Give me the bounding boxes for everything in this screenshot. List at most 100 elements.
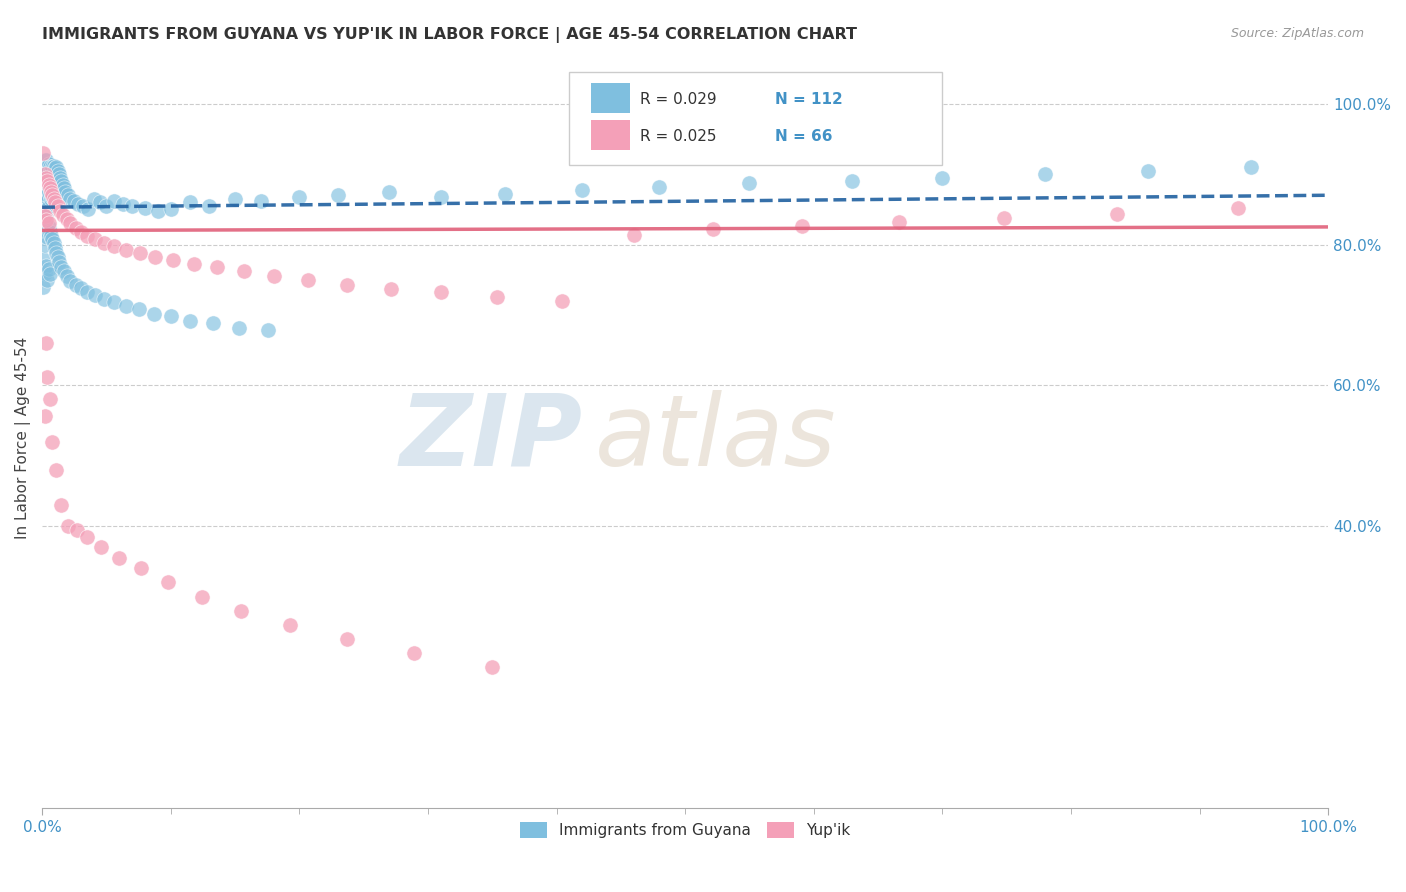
Point [34,167,56,181]
Point [378,185,401,199]
Point [67,196,90,211]
Point [486,290,509,304]
Point [179,195,201,210]
Point [45,246,67,260]
Point [59,216,82,230]
Point [38,185,60,199]
Text: N = 66: N = 66 [775,129,832,144]
Point [38,267,60,281]
Point [46,250,69,264]
Point [45,463,67,477]
Point [336,277,359,292]
Point [841,174,863,188]
FancyBboxPatch shape [592,83,630,113]
Point [76,285,98,300]
Point [623,227,645,242]
Point [37,370,59,384]
Text: Source: ZipAtlas.com: Source: ZipAtlas.com [1230,27,1364,40]
Point [32,206,55,220]
Point [1137,163,1160,178]
Point [32,195,55,210]
Point [52,208,75,222]
Point [83,288,105,302]
Point [32,181,55,195]
Point [46,163,69,178]
Point [69,225,91,239]
Point [35,210,58,224]
Point [63,194,86,208]
Point [34,210,56,224]
Point [1227,201,1250,215]
Point [38,170,60,185]
Point [37,188,59,202]
Point [233,264,256,278]
Point [114,243,136,257]
Point [159,202,181,217]
Point [550,293,572,308]
Point [1107,206,1129,220]
Point [121,199,143,213]
Point [35,167,58,181]
Point [48,167,70,181]
Point [157,575,180,590]
Point [39,178,62,192]
Point [42,178,65,192]
Point [83,232,105,246]
Point [46,199,69,213]
Point [887,215,910,229]
Point [44,195,66,210]
Point [494,186,516,201]
Text: IMMIGRANTS FROM GUYANA VS YUP'IK IN LABOR FORCE | AGE 45-54 CORRELATION CHART: IMMIGRANTS FROM GUYANA VS YUP'IK IN LABO… [42,27,858,43]
Text: N = 112: N = 112 [775,92,842,107]
Point [1033,167,1056,181]
Point [39,229,62,244]
Point [143,250,166,264]
Point [34,181,56,195]
Point [44,179,66,194]
Point [65,278,87,293]
Point [34,409,56,424]
Point [59,192,82,206]
Y-axis label: In Labor Force | Age 45-54: In Labor Force | Age 45-54 [15,337,31,540]
Point [380,282,402,296]
Point [326,188,349,202]
Point [32,279,55,293]
Point [34,167,56,181]
Point [38,178,60,192]
Point [103,194,125,208]
Point [37,174,59,188]
Point [41,434,63,449]
Point [34,195,56,210]
Point [38,188,60,202]
Point [35,153,58,167]
Point [59,274,82,288]
Point [128,302,150,317]
Point [41,232,63,246]
Point [249,194,271,208]
Point [38,156,60,170]
Point [53,185,76,199]
Point [35,336,58,351]
Point [93,236,115,251]
Point [41,176,63,190]
Point [35,181,58,195]
Point [39,185,62,199]
Point [51,498,73,512]
Point [103,295,125,310]
FancyBboxPatch shape [569,72,942,165]
Point [429,189,451,203]
Point [66,523,89,537]
Point [993,211,1015,225]
Point [205,260,228,274]
Point [42,159,65,173]
Point [38,225,60,239]
Point [112,196,135,211]
Point [128,246,150,260]
Point [39,192,62,206]
Point [38,216,60,230]
Point [44,241,66,255]
Point [76,530,98,544]
Point [35,195,58,210]
Point [114,300,136,314]
Point [96,199,118,213]
